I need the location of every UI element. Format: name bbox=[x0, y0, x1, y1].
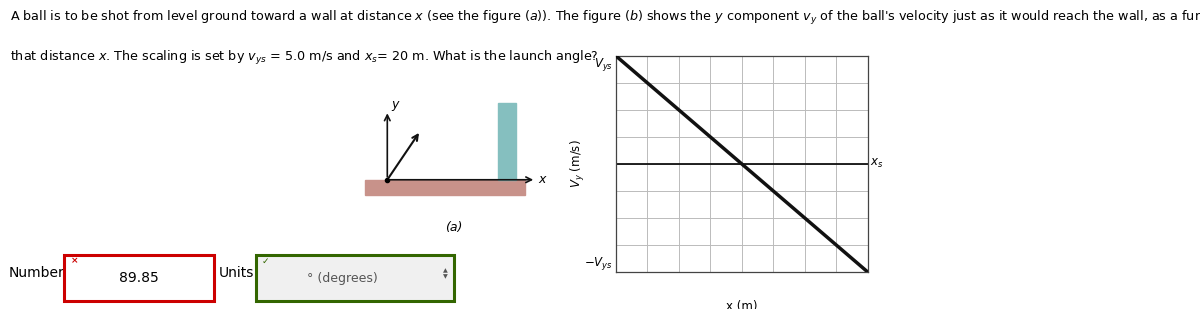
Text: $x$: $x$ bbox=[539, 173, 548, 186]
Text: $x_s$: $x_s$ bbox=[870, 157, 883, 170]
Text: $y$: $y$ bbox=[391, 99, 401, 113]
FancyBboxPatch shape bbox=[256, 255, 454, 301]
Text: that distance $x$. The scaling is set by $v_{ys}$ = 5.0 m/s and $x_s$= 20 m. Wha: that distance $x$. The scaling is set by… bbox=[10, 49, 599, 67]
Text: ✓: ✓ bbox=[262, 256, 269, 265]
Bar bbox=[498, 104, 516, 180]
Text: $V_{ys}$: $V_{ys}$ bbox=[594, 56, 613, 73]
FancyBboxPatch shape bbox=[64, 255, 214, 301]
Text: ×: × bbox=[71, 256, 78, 265]
Text: 89.85: 89.85 bbox=[119, 271, 160, 285]
Text: $V_y$ (m/s): $V_y$ (m/s) bbox=[569, 139, 587, 188]
Text: A ball is to be shot from level ground toward a wall at distance $x$ (see the fi: A ball is to be shot from level ground t… bbox=[10, 9, 1200, 27]
Bar bbox=[365, 180, 524, 195]
Text: $-V_{ys}$: $-V_{ys}$ bbox=[584, 255, 613, 272]
Text: ▲
▼: ▲ ▼ bbox=[443, 268, 448, 279]
Text: Units: Units bbox=[218, 266, 253, 281]
Text: x (m): x (m) bbox=[726, 300, 757, 309]
Text: Number: Number bbox=[8, 266, 64, 281]
Text: ° (degrees): ° (degrees) bbox=[307, 272, 377, 285]
Text: (a): (a) bbox=[445, 221, 462, 234]
